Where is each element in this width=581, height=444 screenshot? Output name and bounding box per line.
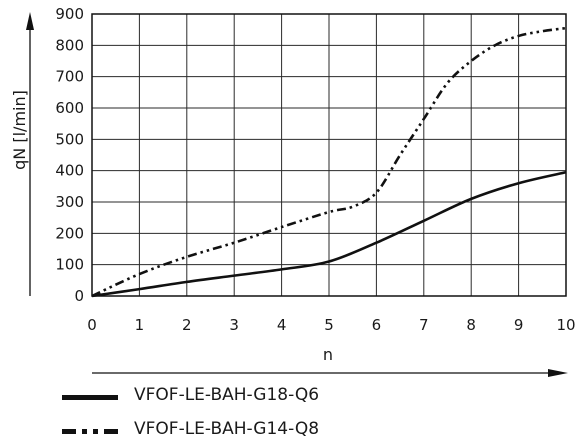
legend-item-series-1: VFOF-LE-BAH-G18-Q6 <box>62 383 542 409</box>
x-tick-label-3: 3 <box>229 316 239 334</box>
x-tick-label-0: 0 <box>87 316 97 334</box>
x-tick-label-5: 5 <box>324 316 334 334</box>
y-tick-label-4: 400 <box>55 162 84 180</box>
x-tick-label-7: 7 <box>419 316 429 334</box>
series-line-2 <box>91 26 567 298</box>
grid <box>91 13 567 297</box>
y-tick-label-0: 0 <box>74 287 84 305</box>
x-tick-label-1: 1 <box>135 316 145 334</box>
legend-swatch-dash-dot-dot <box>62 429 118 434</box>
x-tick-label-8: 8 <box>466 316 476 334</box>
x-axis-label: n <box>323 345 333 364</box>
chart: 0 100 200 300 400 500 600 700 800 900 0 1 2 3 4 5 6 7 8 9 1… <box>10 5 576 377</box>
y-axis-label: qN [l/min] <box>10 90 29 170</box>
x-tick-label-6: 6 <box>372 316 382 334</box>
y-tick-label-1: 100 <box>55 256 84 274</box>
y-tick-label-7: 700 <box>55 68 84 86</box>
x-tick-labels: 0 1 2 3 4 5 6 7 8 9 10 <box>87 316 575 334</box>
x-axis-arrowhead <box>548 369 568 377</box>
y-tick-label-9: 900 <box>55 5 84 23</box>
x-tick-label-10: 10 <box>556 316 575 334</box>
plot-frame <box>91 13 567 297</box>
legend-item-series-2: VFOF-LE-BAH-G14-Q8 <box>62 417 542 443</box>
y-axis-arrowhead <box>26 12 34 30</box>
y-tick-label-2: 200 <box>55 224 84 242</box>
y-tick-label-5: 500 <box>55 130 84 148</box>
plot-border <box>91 13 567 297</box>
series-line-1 <box>91 170 567 298</box>
axis-arrows <box>26 12 568 377</box>
y-tick-label-3: 300 <box>55 193 84 211</box>
y-tick-labels: 0 100 200 300 400 500 600 700 800 900 <box>55 5 84 305</box>
x-tick-label-4: 4 <box>277 316 287 334</box>
x-tick-label-9: 9 <box>514 316 524 334</box>
x-tick-label-2: 2 <box>182 316 192 334</box>
y-tick-label-8: 800 <box>55 36 84 54</box>
y-tick-label-6: 600 <box>55 99 84 117</box>
legend-label-series-1: VFOF-LE-BAH-G18-Q6 <box>134 385 320 405</box>
series-lines <box>91 26 567 298</box>
legend-label-series-2: VFOF-LE-BAH-G14-Q8 <box>134 419 320 439</box>
legend-swatch-solid <box>62 395 118 400</box>
